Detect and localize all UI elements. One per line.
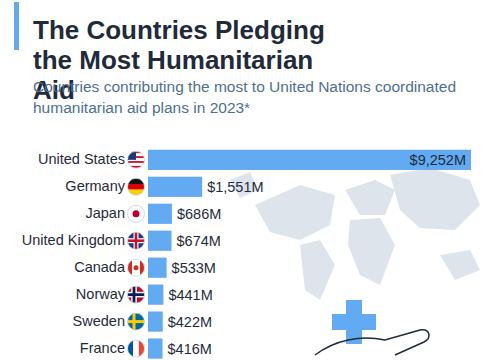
- bars: [148, 150, 471, 359]
- flag-part: [128, 286, 145, 303]
- accent-bar: [14, 2, 19, 50]
- flag: [128, 259, 145, 276]
- title-line: The Countries Pledging: [33, 15, 325, 45]
- data-label: $422M: [168, 314, 212, 330]
- tick-label: France: [80, 340, 125, 356]
- flag: [128, 232, 145, 249]
- flag-border: [128, 313, 145, 330]
- hand-icon: [315, 330, 429, 355]
- flag-fill: [128, 340, 145, 357]
- flag: [128, 151, 145, 168]
- title-line: the Most Humanitarian: [33, 45, 313, 75]
- flag-part: [128, 259, 145, 276]
- flag-fill: [128, 259, 145, 276]
- tick-label: United States: [38, 151, 125, 167]
- flag-border: [128, 232, 145, 249]
- data-label: $533M: [172, 260, 216, 276]
- flag-part: [128, 232, 145, 249]
- bar: [148, 177, 202, 197]
- flag-fill: [128, 313, 145, 330]
- tick-label: Japan: [85, 205, 125, 221]
- tick: Japan: [85, 205, 148, 221]
- data-label: $441M: [168, 287, 212, 303]
- flag-border: [128, 286, 145, 303]
- flag: [128, 205, 145, 222]
- flag-part: [133, 286, 136, 303]
- tick: France: [80, 340, 148, 356]
- tick: Canada: [74, 259, 148, 275]
- tick-label: United Kingdom: [22, 232, 125, 248]
- flag-part: [128, 205, 145, 222]
- data-label: $1,551M: [207, 179, 263, 195]
- flag-part: [128, 293, 145, 296]
- background-map: [230, 168, 480, 355]
- map-shape: [255, 185, 335, 240]
- flag-part: [133, 210, 140, 217]
- flag: [128, 340, 145, 357]
- bar: [148, 258, 167, 278]
- bar: [148, 204, 172, 224]
- data-label: $416M: [168, 341, 212, 357]
- flag-part: [133, 313, 136, 330]
- bar: [148, 338, 163, 358]
- tick-label: Germany: [65, 178, 125, 194]
- bar: [148, 285, 163, 305]
- data-labels: $9,252M $1,551M $686M $674M $533M $441M $422M $…: [168, 152, 466, 357]
- tick: Sweden: [73, 313, 148, 329]
- flag-fill: [128, 178, 145, 195]
- subtitle-line: humanitarian aid plans in 2023*: [33, 99, 250, 116]
- flag-part: [128, 161, 145, 163]
- tick-label: Sweden: [73, 313, 125, 329]
- tick: Norway: [76, 286, 148, 302]
- map-shape: [345, 180, 395, 215]
- data-label: $674M: [177, 233, 221, 249]
- data-label: $9,252M: [410, 152, 466, 168]
- tick-label: Canada: [74, 259, 126, 275]
- bar: [148, 150, 471, 170]
- flags: [128, 151, 145, 357]
- map-shape: [390, 168, 480, 230]
- flag-part: [128, 313, 145, 330]
- flag-border: [128, 205, 145, 222]
- flag-part: [135, 232, 138, 249]
- bar: [148, 311, 163, 331]
- bar: [148, 231, 172, 251]
- flag-border: [128, 178, 145, 195]
- tick: Germany: [65, 178, 148, 194]
- tick: United States: [38, 151, 148, 167]
- flag-border: [128, 340, 145, 357]
- flag-part: [133, 340, 139, 357]
- subtitle: Countries contributing the most to Unite…: [33, 78, 456, 116]
- tick: United Kingdom: [22, 232, 148, 248]
- map-shape: [348, 218, 395, 285]
- map-shape: [440, 250, 480, 280]
- y-axis: United States Germany Japan United Kingdom C…: [22, 144, 149, 360]
- data-label: $686M: [177, 206, 221, 222]
- flag-part: [134, 265, 139, 270]
- flag-part: [128, 163, 145, 165]
- tick-label: Norway: [76, 286, 126, 302]
- flag-fill: [128, 205, 145, 222]
- flag-border: [128, 259, 145, 276]
- flag: [128, 286, 145, 303]
- flag-fill: [128, 232, 145, 249]
- flag-part: [128, 320, 145, 323]
- cross-icon: [332, 300, 376, 344]
- subtitle-line: Countries contributing the most to Unite…: [33, 78, 456, 95]
- flag-fill: [128, 286, 145, 303]
- map-shape: [300, 240, 335, 300]
- flag-fill: [128, 151, 145, 167]
- flag: [128, 178, 145, 195]
- flag-part: [128, 184, 145, 190]
- flag: [128, 313, 145, 330]
- chart: The Countries Pledgingthe Most Humanitar…: [0, 0, 485, 360]
- flag-border: [128, 151, 145, 168]
